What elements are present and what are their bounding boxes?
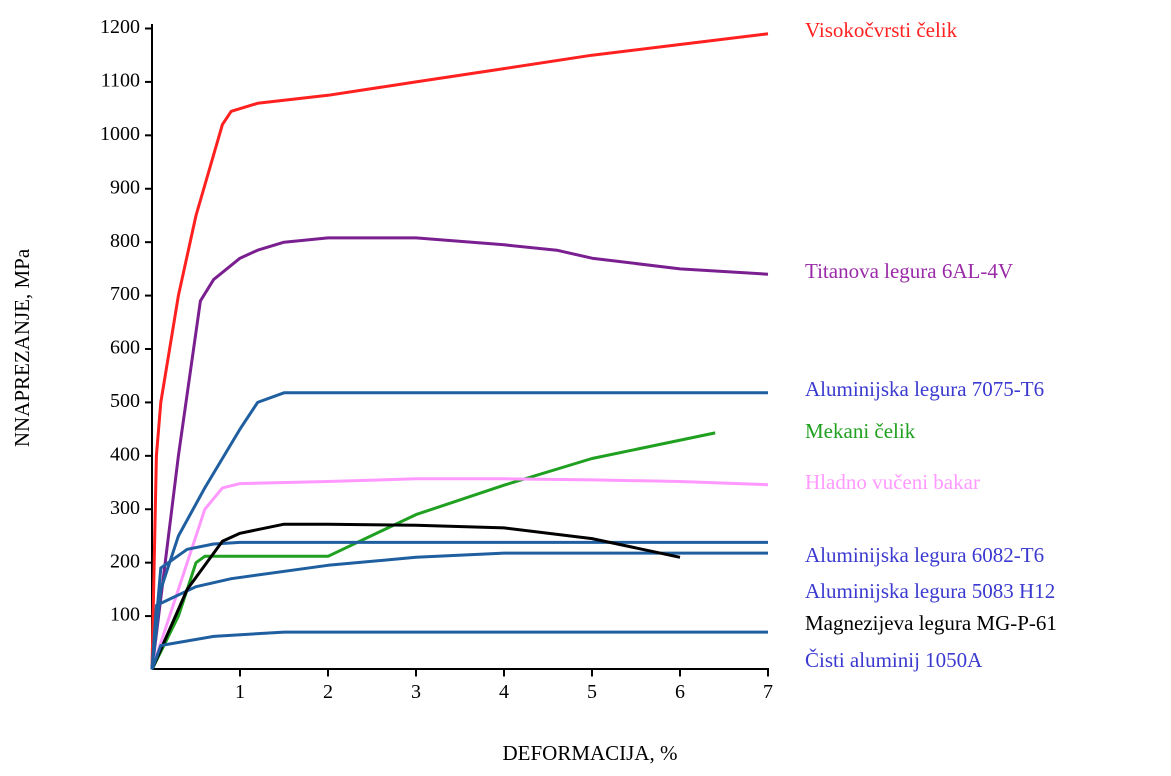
series-label: Čisti aluminij 1050A [805,648,983,672]
y-axis-label: NNAPREZANJE, MPa [10,248,34,447]
line [150,540,768,670]
line [150,522,681,671]
series-label: Magnezijeva legura MG-P-61 [805,611,1057,635]
x-tick-label: 6 [675,681,685,703]
x-tick-label: 3 [411,681,421,703]
y-tick-label: 800 [110,230,140,252]
y-tick-label: 600 [110,337,140,359]
x-axis-label: DEFORMACIJA, % [502,741,677,765]
y-tick-label: 100 [110,604,140,626]
series-label: Aluminijska legura 5083 H12 [805,579,1055,603]
x-tick-label: 1 [235,681,245,703]
series-label: Mekani čelik [805,419,916,443]
y-tick-label: 200 [110,550,140,572]
line [150,236,769,670]
x-tick-label: 2 [323,681,333,703]
series-label: Aluminijska legura 7075-T6 [805,377,1044,401]
y-tick-label: 300 [110,497,140,519]
line [150,391,768,670]
y-tick-label: 1200 [100,16,140,38]
y-tick-label: 900 [110,176,140,198]
x-tick-label: 4 [499,681,509,703]
series-label: Titanova legura 6AL-4V [805,259,1013,283]
y-tick-label: 1100 [101,70,140,92]
series-label: Aluminijska legura 6082-T6 [805,543,1044,567]
y-tick-label: 700 [110,283,140,305]
y-tick-label: 400 [110,443,140,465]
series-label: Hladno vučeni bakar [805,470,980,494]
series-label: Visokočvrsti čelik [805,18,958,42]
line [150,551,768,670]
y-tick-label: 500 [110,390,140,412]
x-tick-label: 5 [587,681,597,703]
line [150,32,769,670]
x-tick-label: 7 [763,681,773,703]
line [150,630,768,671]
y-tick-label: 1000 [100,123,140,145]
line [150,477,769,670]
